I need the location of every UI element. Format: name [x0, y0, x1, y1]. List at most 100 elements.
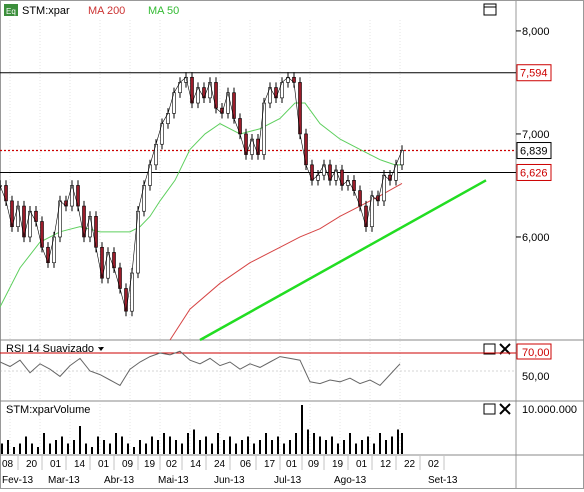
volume-bar: [73, 440, 75, 454]
x-axis-day-label: 14: [190, 459, 202, 470]
rsi-panel-title: RSI 14 Suavizado: [6, 343, 94, 355]
volume-bar: [1, 443, 3, 454]
x-axis: 08 20 01 14 01 09 19 02 14 24 06 17 01 09 19 01 12 22 02 Fe…: [2, 456, 458, 486]
symbol-label: STM:xpar: [22, 5, 70, 17]
ma50-label: MA 50: [148, 5, 179, 17]
volume-bar: [145, 443, 147, 454]
volume-bar: [127, 443, 129, 454]
volume-bar: [355, 443, 357, 454]
price-candle: [0, 185, 2, 187]
volume-bar: [401, 433, 403, 454]
rsi-panel: [0, 350, 516, 387]
close-rsi-icon[interactable]: [499, 343, 511, 355]
volume-bar: [187, 433, 189, 454]
x-axis-month-label: Abr-13: [104, 475, 134, 486]
x-axis-day-label: 24: [214, 459, 226, 470]
volume-bar: [97, 436, 99, 454]
volume-bar: [301, 405, 303, 454]
volume-bar: [349, 433, 351, 454]
volume-bar: [241, 440, 243, 454]
volume-panel: [1, 405, 403, 454]
volume-bar: [43, 433, 45, 454]
x-axis-day-label: 01: [356, 459, 368, 470]
close-volume-icon[interactable]: [499, 403, 511, 415]
x-axis-day-label: 19: [144, 459, 156, 470]
resistance-price-badge: [516, 64, 552, 82]
volume-bar: [379, 433, 381, 454]
x-axis-month-label: Set-13: [428, 475, 458, 486]
x-axis-day-label: 17: [264, 459, 276, 470]
volume-bar: [25, 436, 27, 454]
volume-bar: [193, 429, 195, 454]
x-axis-day-label: 09: [308, 459, 320, 470]
volume-bar: [13, 447, 15, 454]
volume-bar: [121, 436, 123, 454]
equity-icon: [4, 4, 18, 16]
support-price-badge: [516, 163, 552, 181]
x-axis-day-label: 08: [2, 459, 14, 470]
volume-bar: [331, 436, 333, 454]
volume-bar: [397, 429, 399, 454]
x-axis-day-label: 22: [404, 459, 416, 470]
maximize-price-button[interactable]: [483, 3, 497, 16]
volume-bar: [169, 436, 171, 454]
ma200-label: MA 200: [88, 5, 125, 17]
volume-panel-title: STM:xparVolume: [6, 404, 90, 416]
rsi-line: [0, 350, 401, 387]
volume-bar: [163, 433, 165, 454]
volume-bar: [19, 443, 21, 454]
volume-bar: [37, 447, 39, 454]
equity-icon-label: Eq: [6, 7, 16, 16]
volume-bar: [265, 433, 267, 454]
volume-bar: [271, 440, 273, 454]
volume-bar: [253, 443, 255, 454]
price-tick-label: 6,000: [522, 232, 550, 244]
volume-bar: [343, 440, 345, 454]
volume-bar: [307, 429, 309, 454]
volume-bar: [133, 447, 135, 454]
x-axis-month-label: Mar-13: [48, 475, 80, 486]
x-axis-day-label: 09: [122, 459, 134, 470]
volume-bar: [175, 440, 177, 454]
rsi-menu-chevron-icon[interactable]: [98, 347, 104, 351]
volume-bar: [85, 443, 87, 454]
maximize-rsi-button[interactable]: [483, 343, 496, 355]
volume-bar: [295, 433, 297, 454]
x-axis-month-label: Mai-13: [158, 475, 189, 486]
volume-bar: [229, 436, 231, 454]
price-line: [0, 76, 403, 312]
x-axis-day-label: 01: [286, 459, 298, 470]
x-axis-month-label: Fev-13: [2, 475, 34, 486]
volume-bar: [385, 440, 387, 454]
maximize-volume-button[interactable]: [483, 403, 496, 415]
volume-bar: [313, 433, 315, 454]
volume-bar: [79, 426, 81, 454]
volume-level-label: 10.000.000: [522, 404, 577, 416]
volume-bar: [223, 440, 225, 454]
volume-bar: [211, 443, 213, 454]
volume-bar: [181, 443, 183, 454]
current-price-badge: [516, 142, 552, 160]
volume-bar: [7, 440, 9, 454]
x-axis-day-label: 06: [240, 459, 252, 470]
volume-bar: [259, 440, 261, 454]
x-axis-day-label: 12: [380, 459, 392, 470]
volume-bar: [289, 440, 291, 454]
volume-bar: [391, 436, 393, 454]
volume-bar: [199, 440, 201, 454]
volume-bar: [217, 433, 219, 454]
x-axis-day-label: 01: [98, 459, 110, 470]
rsi-70-label: 70,00: [522, 347, 550, 359]
volume-bar: [373, 443, 375, 454]
volume-bar: [247, 436, 249, 454]
x-axis-day-label: 14: [74, 459, 86, 470]
volume-bar: [283, 443, 285, 454]
volume-bar: [319, 436, 321, 454]
volume-bar: [325, 440, 327, 454]
grid: [9, 20, 401, 455]
volume-bar: [151, 436, 153, 454]
volume-bar: [277, 436, 279, 454]
x-axis-day-label: 01: [50, 459, 62, 470]
